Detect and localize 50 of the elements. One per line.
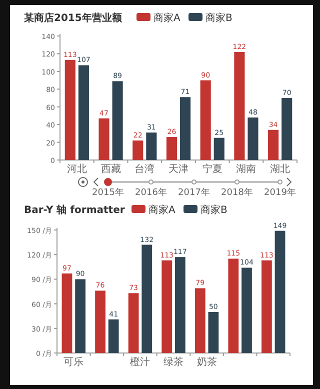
bar xyxy=(194,288,206,353)
bar xyxy=(228,258,239,353)
x-tick-label: 河北 xyxy=(66,163,87,175)
bar xyxy=(200,80,211,160)
legend-label: 商家B xyxy=(206,12,232,24)
bar xyxy=(108,319,119,353)
bar xyxy=(142,244,152,353)
text: 2018年 xyxy=(221,187,253,198)
chart-title: Bar-Y 轴 formatter xyxy=(24,204,125,216)
bar xyxy=(282,98,292,160)
bar xyxy=(248,117,258,160)
x-tick-label: 天津 xyxy=(168,163,188,175)
bar xyxy=(214,138,224,160)
bar xyxy=(146,132,157,160)
bar xyxy=(132,140,144,160)
bar xyxy=(262,260,272,353)
bar xyxy=(62,273,72,353)
bar xyxy=(78,65,89,160)
legend-label: 商家A xyxy=(148,204,176,216)
text: 2019年 xyxy=(264,187,296,198)
bar xyxy=(128,293,139,353)
x-tick-label: 奶茶 xyxy=(196,356,217,368)
x-tick-label: 绿茶 xyxy=(164,356,184,368)
text: 2017年 xyxy=(178,187,210,198)
bar xyxy=(208,312,219,353)
x-tick-label: 可乐 xyxy=(64,356,84,368)
bar xyxy=(95,290,106,353)
bar xyxy=(174,257,186,353)
bar xyxy=(180,97,191,160)
bar xyxy=(64,60,76,160)
x-tick-label: 湖北 xyxy=(270,163,290,175)
x-tick-label: 宁夏 xyxy=(202,163,222,175)
bar xyxy=(162,260,172,353)
text: 2015年 xyxy=(92,187,124,198)
bar xyxy=(268,130,279,160)
bar xyxy=(274,230,286,353)
legend-label: 商家A xyxy=(154,12,180,24)
bar xyxy=(242,268,252,353)
bar xyxy=(98,118,110,160)
bar xyxy=(234,52,245,160)
bar xyxy=(75,279,86,353)
bar xyxy=(166,136,178,160)
x-tick-label: 橙汁 xyxy=(130,356,150,368)
text: 2016年 xyxy=(135,187,167,198)
x-tick-label: 台湾 xyxy=(134,163,155,175)
bar xyxy=(112,81,123,160)
chart-title: 某商店2015年营业额 xyxy=(23,12,123,24)
x-tick-label: 西藏 xyxy=(100,163,121,175)
legend-label: 商家B xyxy=(200,204,228,216)
x-tick-label: 湖南 xyxy=(236,163,256,175)
